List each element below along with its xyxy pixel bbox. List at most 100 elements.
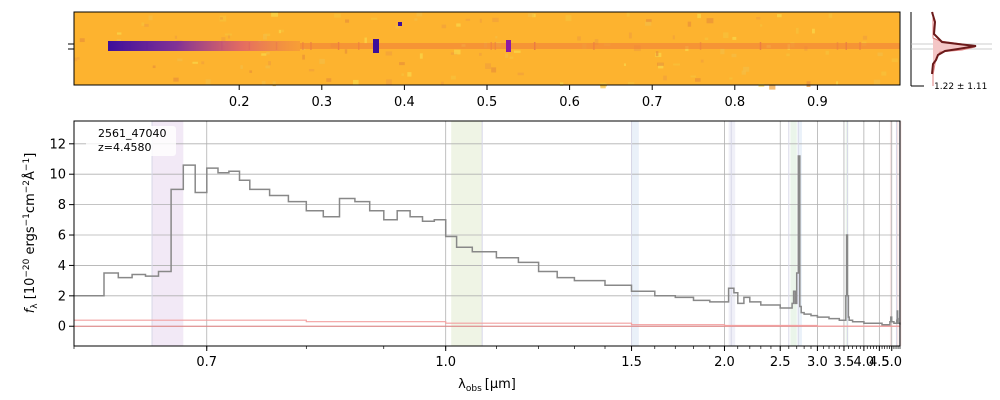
noise-pixel: [657, 62, 664, 66]
noise-pixel: [399, 62, 405, 66]
noise-pixel: [148, 15, 153, 21]
noise-pixel: [723, 32, 729, 39]
x-axis-label-unit: [μm]: [485, 377, 516, 392]
emission-line-blob-2: [506, 40, 511, 52]
noise-pixel: [672, 35, 675, 40]
noise-pixel: [690, 75, 696, 78]
noise-pixel: [729, 77, 733, 80]
noise-pixel: [302, 54, 305, 60]
noise-pixel: [385, 51, 393, 56]
shaded-band: [152, 121, 184, 346]
noise-pixel: [700, 59, 704, 63]
noise-pixel: [706, 18, 714, 24]
ytick-label: 2: [58, 289, 66, 304]
noise-pixel: [760, 24, 763, 27]
noise-pixel: [720, 48, 725, 55]
ytick-label: 0: [58, 320, 66, 335]
noise-pixel: [743, 66, 750, 72]
noise-pixel: [594, 39, 599, 45]
noise-pixel: [776, 14, 782, 18]
spectrum-1d-yaxis: 0 2 4 6 8 10 12: [49, 137, 74, 335]
continuum-trace-faint: [300, 43, 900, 49]
noise-pixel: [219, 15, 227, 22]
noise-pixel: [201, 61, 205, 65]
noise-pixel: [221, 37, 226, 43]
noise-pixel: [673, 63, 681, 66]
noise-pixel: [485, 63, 491, 69]
noise-pixel: [786, 53, 790, 57]
noise-pixel: [334, 13, 341, 18]
top-xtick-label: 0.4: [394, 95, 415, 110]
hot-pixel: [398, 22, 402, 26]
noise-pixel: [479, 52, 482, 56]
noise-pixel: [414, 18, 418, 21]
xtick-label: 2.5: [770, 355, 791, 370]
noise-pixel: [627, 82, 635, 85]
spectrum-2d-xaxis: 0.2 0.3 0.4 0.5 0.6 0.7 0.8 0.9: [229, 85, 828, 110]
noise-pixel: [454, 49, 461, 55]
top-xtick-label: 0.3: [311, 95, 332, 110]
legend: 2561_47040 z=4.4580: [86, 126, 176, 156]
xtick-label: 3.0: [807, 355, 828, 370]
model-line: [74, 319, 900, 327]
noise-pixel: [79, 38, 85, 43]
noise-pixel: [416, 12, 423, 17]
noise-pixel: [370, 17, 378, 20]
noise-pixel: [559, 82, 564, 86]
noise-pixel: [655, 51, 659, 57]
noise-pixel: [264, 33, 271, 37]
xtick-label: 5.0: [881, 355, 902, 370]
noise-pixel: [836, 81, 839, 85]
noise-pixel: [271, 12, 279, 17]
noise-pixel: [527, 13, 534, 17]
x-axis-label-subscript: obs: [466, 384, 482, 394]
noise-pixel: [891, 58, 898, 63]
noise-pixel: [77, 57, 80, 60]
noise-pixel: [741, 70, 746, 75]
ytick-label: 4: [58, 259, 66, 274]
legend-redshift: z=4.4580: [98, 141, 151, 154]
noise-pixel: [873, 79, 881, 85]
noise-pixel: [407, 72, 412, 77]
noise-pixel: [141, 22, 145, 26]
emission-line-blob-1: [373, 39, 379, 53]
noise-pixel: [345, 19, 350, 23]
noise-pixel: [278, 29, 282, 34]
x-axis-label: λobs [μm]: [458, 377, 516, 394]
noise-pixel: [308, 69, 315, 72]
noise-pixel: [492, 17, 499, 23]
noise-pixel: [192, 61, 198, 64]
noise-pixel: [456, 23, 461, 27]
spectrum-line: [74, 155, 901, 326]
noise-pixel: [268, 61, 271, 66]
legend-box: [86, 126, 176, 156]
noise-pixel: [281, 29, 284, 33]
noise-pixel: [806, 81, 811, 87]
noise-pixel: [353, 79, 359, 85]
noise-pixel: [565, 15, 572, 22]
shaded-band: [889, 121, 892, 346]
noise-pixel: [249, 70, 253, 73]
noise-pixel: [144, 23, 149, 27]
noise-pixel: [74, 57, 78, 62]
noise-pixel: [732, 36, 737, 40]
spectrum-2d-panel: 0.2 0.3 0.4 0.5 0.6 0.7 0.8 0.9: [68, 11, 901, 110]
noise-pixel: [152, 65, 156, 69]
ytick-label: 8: [58, 198, 66, 213]
top-xtick-label: 0.7: [642, 95, 663, 110]
xtick-label: 0.7: [196, 355, 217, 370]
ytick-label: 12: [49, 137, 66, 152]
shaded-band: [790, 121, 797, 346]
noise-pixel: [687, 21, 692, 27]
noise-pixel: [645, 21, 652, 26]
spectrum-series: [74, 155, 901, 327]
ytick-label: 6: [58, 229, 66, 244]
noise-pixel: [577, 36, 581, 41]
noise-pixel: [881, 71, 887, 76]
noise-pixel: [266, 51, 270, 55]
noise-pixel: [663, 75, 667, 81]
profile-panel: 1.22 ± 1.11: [910, 11, 992, 92]
noise-pixel: [828, 13, 833, 18]
noise-pixel: [517, 72, 524, 76]
